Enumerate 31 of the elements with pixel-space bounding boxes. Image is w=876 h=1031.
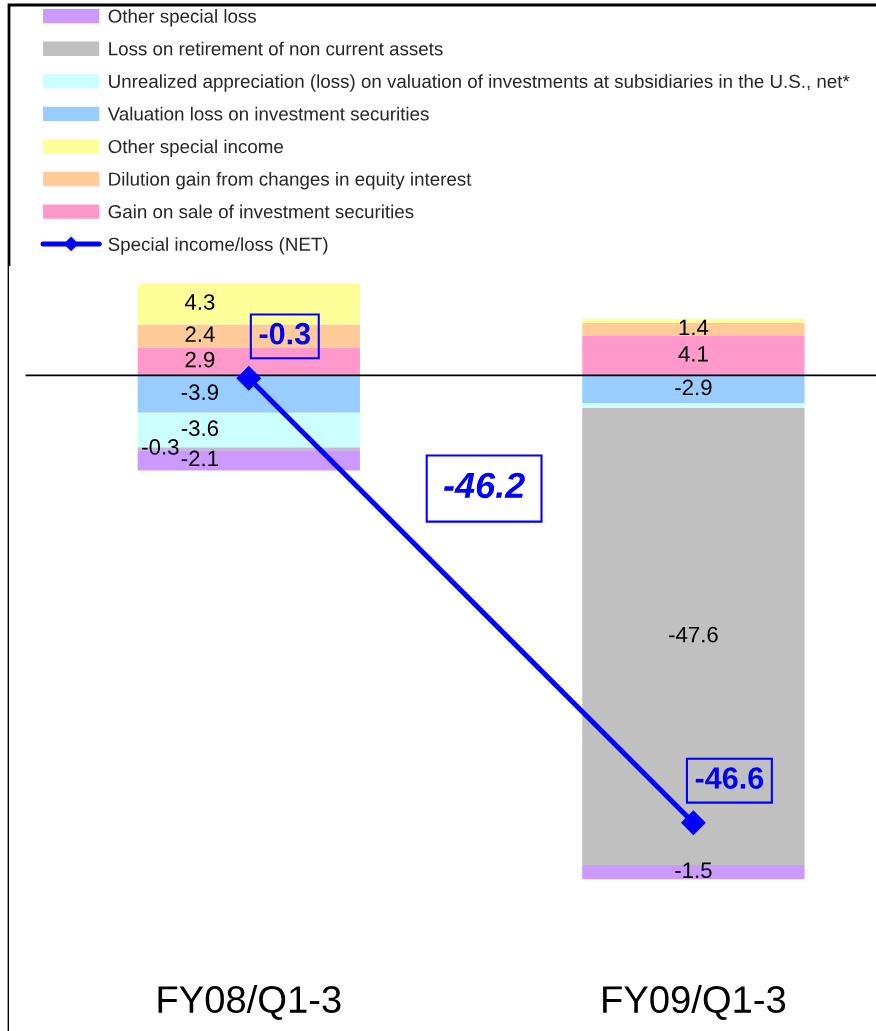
legend-label: Unrealized appreciation (loss) on valuation of investments at subsidiaries in the U.S., net* — [109, 74, 850, 92]
data-label: -1.5 — [675, 862, 712, 879]
legend-label: Valuation loss on investment securities — [107, 106, 429, 121]
legend-label: Special income/loss (NET) — [108, 237, 328, 255]
legend-label: Gain on sale of investment securities — [108, 204, 414, 219]
bar — [137, 347, 360, 376]
data-label: -46.6 — [695, 767, 764, 789]
data-label: -2.1 — [181, 450, 218, 467]
x-tick-label: FY08/Q1-3 — [158, 985, 341, 1020]
data-label: -3.9 — [181, 384, 218, 401]
bar — [582, 375, 805, 404]
bar — [582, 336, 805, 376]
data-label: 4.1 — [678, 346, 708, 362]
bar — [582, 864, 805, 880]
data-label: -3.6 — [181, 420, 219, 437]
data-label: 4.3 — [184, 294, 215, 310]
legend-label: Dilution gain from changes in equity interest — [109, 171, 472, 190]
data-label: 2.9 — [185, 351, 215, 368]
bar — [582, 403, 805, 409]
data-label: -2.9 — [675, 379, 712, 396]
bar — [137, 375, 360, 413]
legend-label: Loss on retirement of non current assets — [109, 41, 443, 56]
x-tick-label: FY09/Q1-3 — [603, 985, 786, 1020]
data-label: -0.3 — [142, 439, 179, 455]
data-label: -0.3 — [259, 322, 311, 345]
data-label: 2.4 — [185, 326, 215, 342]
legend-label: Other special loss — [108, 9, 257, 27]
data-label: 1.4 — [679, 319, 709, 336]
legend-label: Other special income — [108, 139, 283, 157]
data-label: -47.6 — [669, 626, 718, 643]
annotation: -46.2 — [443, 472, 525, 499]
